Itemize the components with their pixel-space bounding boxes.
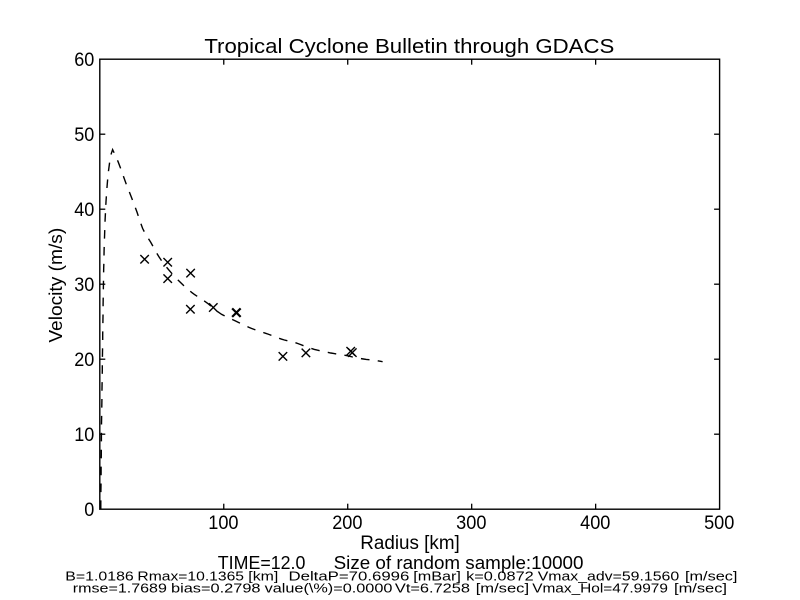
svg-text:Vt=6.7258: Vt=6.7258	[395, 582, 470, 596]
svg-text:200: 200	[332, 511, 362, 533]
svg-text:k=0.0872: k=0.0872	[466, 570, 534, 584]
svg-text:Radius [km]: Radius [km]	[360, 533, 460, 555]
svg-text:60: 60	[74, 48, 94, 70]
svg-text:Tropical Cyclone Bulletin thro: Tropical Cyclone Bulletin through GDACS	[204, 35, 614, 58]
svg-text:30: 30	[74, 273, 94, 295]
svg-text:50: 50	[74, 123, 94, 145]
svg-text:Velocity (m/s): Velocity (m/s)	[46, 228, 67, 343]
svg-text:[m/sec]: [m/sec]	[685, 570, 737, 584]
svg-text:rmse=1.7689: rmse=1.7689	[73, 582, 167, 596]
svg-text:40: 40	[74, 198, 94, 220]
svg-text:400: 400	[580, 511, 610, 533]
svg-text:[m/sec]: [m/sec]	[674, 582, 727, 596]
svg-text:value(\%)=0.0000: value(\%)=0.0000	[265, 582, 393, 596]
svg-text:B=1.0186: B=1.0186	[65, 570, 133, 584]
svg-text:Vmax_adv=59.1560: Vmax_adv=59.1560	[538, 570, 679, 584]
svg-text:Vmax_Hol=47.9979: Vmax_Hol=47.9979	[532, 581, 668, 595]
svg-text:[mBar]: [mBar]	[413, 570, 461, 584]
svg-text:TIME=12.0: TIME=12.0	[218, 553, 306, 573]
svg-text:100: 100	[208, 511, 238, 533]
svg-text:DeltaP=70.6996: DeltaP=70.6996	[289, 570, 410, 584]
svg-text:300: 300	[456, 511, 486, 533]
svg-text:500: 500	[704, 511, 734, 533]
svg-text:Rmax=10.1365: Rmax=10.1365	[137, 570, 244, 584]
svg-text:0: 0	[84, 498, 94, 520]
svg-text:20: 20	[74, 348, 94, 370]
svg-text:[km]: [km]	[248, 570, 278, 584]
svg-text:[m/sec]: [m/sec]	[476, 582, 529, 596]
svg-text:10: 10	[74, 423, 94, 445]
svg-text:bias=0.2798: bias=0.2798	[171, 582, 261, 596]
svg-text:Size of random sample:10000: Size of random sample:10000	[334, 552, 584, 573]
